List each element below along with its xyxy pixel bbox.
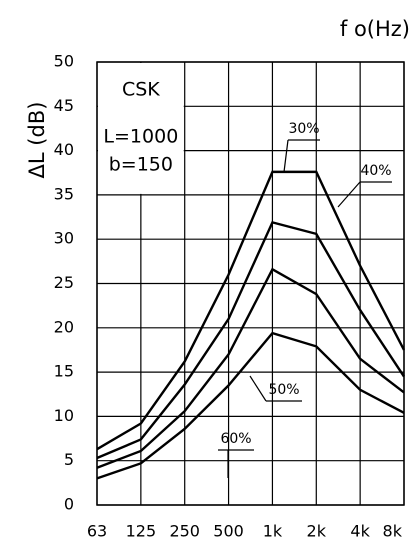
- series-line: [96, 267, 405, 469]
- plot-frame: [96, 61, 405, 506]
- label-leader: [337, 181, 361, 208]
- y-tick-label: 30: [54, 229, 74, 248]
- y-tick-label: 10: [54, 406, 74, 425]
- y-tick-label: 15: [54, 362, 74, 381]
- annotation: CSK: [122, 79, 160, 101]
- y-tick-label: 5: [64, 450, 74, 469]
- x-tick-label: 125: [126, 522, 157, 541]
- x-tick-label: 2k: [307, 522, 327, 541]
- x-tick-label: 1k: [263, 522, 283, 541]
- x-tick-label: 63: [87, 522, 107, 541]
- label-leader: [283, 139, 289, 173]
- legend-box: [98, 63, 184, 194]
- x-tick-label: 4k: [350, 522, 370, 541]
- y-tick-label: 50: [54, 52, 74, 71]
- y-tick-label: 20: [54, 317, 74, 336]
- annotation: b=150: [109, 154, 173, 176]
- series-label: 30%: [288, 121, 319, 137]
- series-label: 50%: [268, 382, 299, 398]
- y-tick-label: 25: [54, 273, 74, 292]
- y-tick-label: 45: [54, 96, 74, 115]
- y-tick-label: 40: [54, 140, 74, 159]
- x-tick-label: 8k: [383, 522, 403, 541]
- series-label: 60%: [220, 431, 251, 447]
- annotation: L=1000: [103, 126, 178, 148]
- y-tick-label: 35: [54, 184, 74, 203]
- y-axis-label: ΔL (dB): [25, 102, 49, 179]
- y-tick-label: 0: [64, 495, 74, 514]
- series-line: [96, 220, 406, 460]
- x-tick-label: 500: [213, 522, 244, 541]
- series-line: [96, 170, 406, 451]
- x-axis-label: f o(Hz): [340, 17, 410, 41]
- series-label: 40%: [360, 163, 391, 179]
- series-line: [96, 331, 405, 480]
- label-leader: [249, 375, 267, 402]
- x-tick-label: 250: [169, 522, 200, 541]
